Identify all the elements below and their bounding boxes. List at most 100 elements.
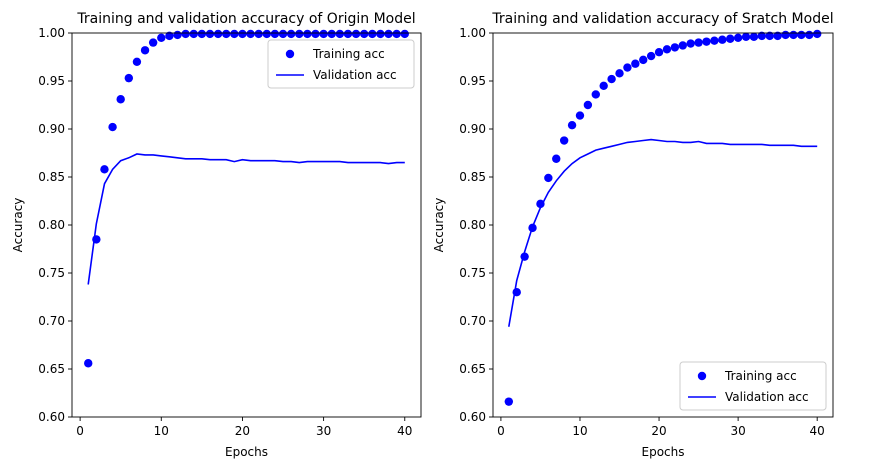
x-tick-label: 30: [316, 424, 331, 438]
training-point: [84, 359, 93, 368]
training-point: [631, 59, 640, 68]
training-point: [351, 29, 361, 39]
chart-2: Training and validation accuracy of Srat…: [432, 11, 834, 459]
x-tick-label: 10: [154, 424, 169, 438]
training-point: [140, 46, 150, 55]
series-validation-acc: [87, 153, 405, 285]
training-point: [789, 30, 798, 40]
y-tick-label: 0.80: [459, 218, 486, 232]
validation-line: [508, 138, 818, 327]
x-tick-label: 40: [397, 424, 412, 438]
training-point: [392, 29, 401, 39]
x-tick-label: 10: [572, 424, 587, 438]
training-point: [749, 32, 759, 42]
series-validation-acc: [508, 138, 818, 327]
training-point: [270, 29, 280, 39]
x-tick-label: 0: [76, 424, 84, 438]
series-training-acc: [84, 29, 409, 368]
training-point: [108, 122, 117, 132]
training-point: [303, 29, 312, 39]
plot-frame: [71, 32, 422, 418]
y-tick-label: 0.65: [459, 362, 486, 376]
x-axis-label: Epochs: [642, 445, 685, 459]
training-point: [165, 31, 174, 41]
y-tick-label: 0.70: [38, 314, 65, 328]
training-point: [607, 74, 616, 84]
training-point: [181, 29, 190, 39]
x-tick-label: 0: [497, 424, 505, 438]
training-point: [343, 29, 353, 39]
training-point: [591, 90, 600, 99]
training-point: [311, 29, 320, 39]
training-point: [718, 35, 727, 44]
training-point: [222, 29, 231, 39]
training-point: [286, 29, 296, 39]
training-point: [246, 29, 255, 39]
training-point: [197, 29, 207, 39]
legend-marker-swatch: [697, 371, 707, 381]
training-point: [157, 33, 166, 42]
y-tick-label: 0.95: [38, 74, 65, 88]
training-point: [702, 37, 711, 46]
y-tick-label: 0.65: [38, 362, 65, 376]
training-point: [368, 29, 377, 39]
training-point: [654, 48, 664, 57]
y-tick-label: 0.90: [38, 122, 65, 136]
training-point: [295, 29, 304, 39]
plot-frame: [492, 32, 834, 418]
training-point: [327, 29, 336, 39]
y-tick-label: 0.75: [459, 266, 486, 280]
training-point: [773, 31, 782, 41]
training-point: [254, 29, 263, 39]
legend-label: Training acc: [724, 369, 797, 383]
training-point: [189, 29, 198, 39]
legend-label: Validation acc: [313, 68, 397, 82]
training-point: [575, 111, 585, 120]
y-tick-label: 1.00: [459, 26, 486, 40]
y-tick-label: 0.80: [38, 218, 65, 232]
legend-box: [267, 39, 415, 89]
legend-marker-swatch: [285, 49, 295, 59]
legend-label: Training acc: [312, 47, 385, 61]
y-tick-label: 0.95: [459, 74, 486, 88]
chart-title: Training and validation accuracy of Srat…: [491, 11, 833, 27]
y-tick-label: 1.00: [38, 26, 65, 40]
chart-title: Training and validation accuracy of Orig…: [76, 11, 415, 27]
training-point: [319, 29, 328, 39]
y-tick-label: 0.70: [459, 314, 486, 328]
training-point: [583, 100, 593, 110]
training-point: [733, 33, 743, 42]
training-point: [678, 41, 687, 50]
training-point: [278, 29, 288, 39]
training-point: [536, 199, 545, 209]
training-point: [757, 31, 767, 41]
training-point: [812, 29, 822, 39]
training-point: [781, 30, 790, 40]
y-tick-label: 0.90: [459, 122, 486, 136]
training-point: [262, 29, 271, 39]
y-tick-label: 0.60: [459, 410, 486, 424]
training-point: [805, 30, 814, 40]
training-point: [213, 29, 223, 39]
series-training-acc: [504, 29, 822, 406]
training-point: [205, 29, 215, 39]
training-point: [686, 39, 695, 48]
chart-1: Training and validation accuracy of Orig…: [11, 11, 422, 459]
training-point: [559, 136, 569, 145]
training-point: [726, 34, 735, 43]
x-tick-label: 30: [730, 424, 745, 438]
training-point: [400, 29, 409, 39]
training-point: [230, 29, 239, 39]
x-tick-label: 40: [810, 424, 825, 438]
y-axis-label: Accuracy: [432, 198, 446, 253]
training-point: [376, 29, 385, 39]
training-point: [710, 36, 719, 45]
training-point: [765, 31, 774, 41]
training-point: [132, 57, 142, 66]
y-axis-label: Accuracy: [11, 198, 25, 253]
training-point: [504, 397, 514, 406]
y-tick-label: 0.85: [459, 170, 486, 184]
training-point: [599, 81, 608, 91]
training-point: [335, 29, 345, 39]
